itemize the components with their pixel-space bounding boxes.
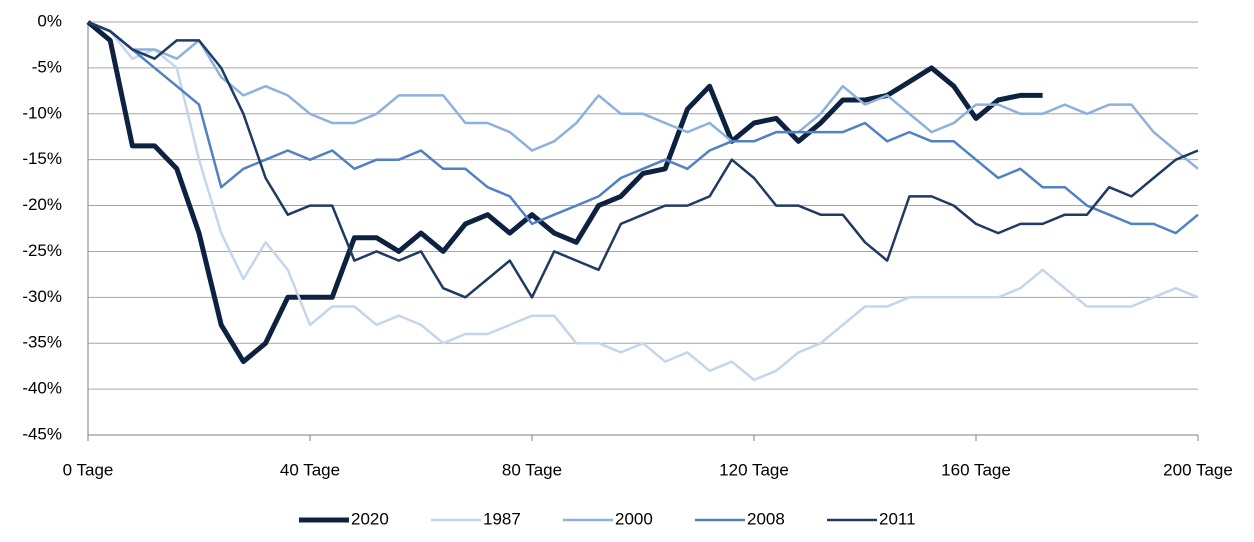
- y-tick-label: -10%: [22, 103, 62, 122]
- x-tick-label: 120 Tage: [719, 460, 789, 479]
- series-line: [87, 20, 1199, 170]
- x-tick-label: 160 Tage: [941, 460, 1011, 479]
- x-tick-label: 0 Tage: [63, 460, 114, 479]
- legend-label: 1987: [483, 509, 521, 528]
- y-tick-label: -20%: [22, 195, 62, 214]
- y-tick-label: -15%: [22, 149, 62, 168]
- y-tick-label: -30%: [22, 287, 62, 306]
- x-tick-label: 200 Tage: [1163, 460, 1233, 479]
- series-line: [87, 20, 1199, 382]
- y-tick-label: -5%: [32, 57, 62, 76]
- legend-label: 2011: [879, 509, 916, 528]
- y-tick-label: -25%: [22, 241, 62, 260]
- series-line: [86, 20, 1043, 365]
- legend-label: 2008: [747, 509, 785, 528]
- y-tick-label: -40%: [22, 379, 62, 398]
- legend-label: 2020: [351, 509, 389, 528]
- x-tick-label: 80 Tage: [502, 460, 562, 479]
- x-tick-label: 40 Tage: [280, 460, 340, 479]
- y-tick-label: -35%: [22, 333, 62, 352]
- legend-label: 2000: [615, 509, 653, 528]
- y-tick-label: -45%: [22, 424, 62, 443]
- y-tick-label: 0%: [37, 11, 62, 30]
- series-line: [87, 20, 1199, 235]
- series-line: [87, 20, 1199, 299]
